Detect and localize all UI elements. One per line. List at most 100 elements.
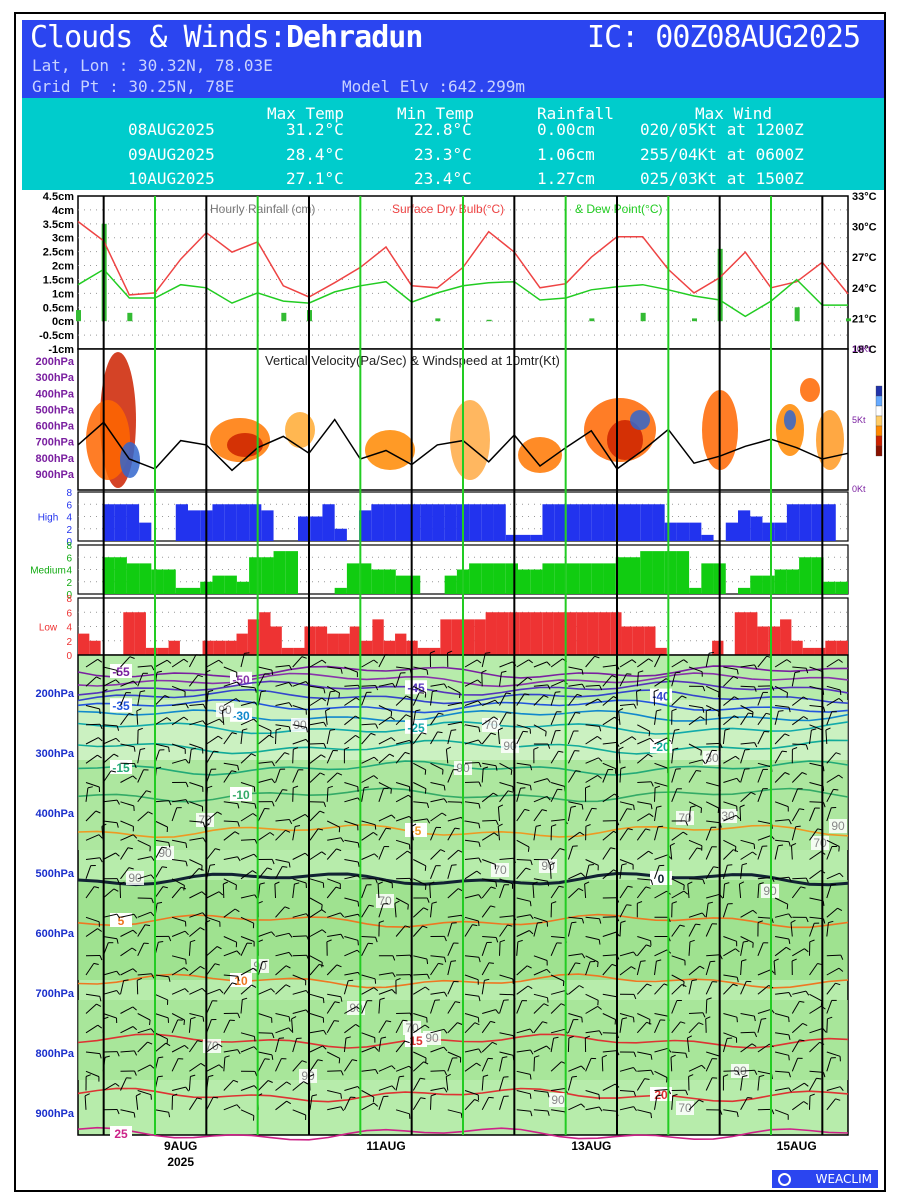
wind-barb-flag	[114, 1083, 120, 1087]
wind-barb-flag	[213, 1096, 219, 1099]
wind-barb-flag	[288, 819, 293, 825]
wind-barb	[516, 788, 521, 802]
cloud-bar	[213, 640, 226, 655]
wind-barb-flag	[197, 674, 203, 678]
wind-barb-flag	[113, 753, 119, 757]
wind-barb-flag	[168, 976, 171, 982]
wind-barb-flag	[698, 1099, 704, 1103]
wind-barb	[774, 897, 788, 905]
pressure-tick: 300hPa	[35, 748, 74, 760]
wind-barb-flag	[285, 984, 291, 988]
cloud-bar	[738, 510, 751, 541]
wind-barb	[412, 1097, 422, 1111]
cloud-bar	[836, 640, 848, 655]
wind-barb	[567, 922, 572, 937]
wind-barb-flag	[321, 962, 323, 968]
humidity-label-bg	[376, 894, 394, 908]
wind-barb-flag	[260, 690, 267, 693]
wind-barb-flag	[385, 827, 391, 830]
wind-barb	[533, 684, 548, 687]
wind-barb	[809, 762, 824, 767]
wind-barb	[85, 754, 98, 764]
wind-barb-flag	[157, 901, 163, 904]
wind-barb	[206, 811, 218, 822]
wind-barb	[309, 993, 324, 999]
wind-barb-flag	[132, 929, 138, 934]
wind-barb	[395, 925, 406, 937]
wind-barb	[619, 703, 635, 706]
wind-barb-flag	[116, 970, 121, 976]
wind-barb-flag	[581, 918, 585, 924]
wind-barb	[412, 925, 423, 937]
wind-barb-flag	[599, 685, 603, 691]
pressure-tick: 600hPa	[35, 421, 74, 433]
wind-barb-flag	[645, 886, 651, 889]
cloud-bar	[762, 522, 775, 541]
wind-barb	[688, 923, 696, 937]
wind-barb-flag	[546, 778, 551, 783]
wind-barb	[188, 1040, 198, 1053]
wind-barb	[137, 1028, 152, 1034]
wind-barb-flag	[321, 904, 323, 910]
wind-barb	[809, 685, 824, 691]
wind-barb	[344, 782, 358, 788]
wind-barb-flag	[110, 770, 117, 773]
wind-barb-flag	[317, 1059, 323, 1062]
wind-barb-flag	[183, 1019, 185, 1026]
colorbar-cell	[875, 405, 883, 417]
wind-barb	[481, 1041, 493, 1053]
wind-barb	[550, 974, 565, 982]
wind-barb-flag	[644, 1078, 650, 1080]
wind-barb-flag	[633, 1051, 637, 1057]
wind-barb-flag	[529, 1093, 532, 1099]
wind-barb	[740, 909, 754, 918]
wind-barb	[619, 1067, 634, 1072]
wind-barb	[619, 859, 634, 865]
wind-barb	[137, 973, 152, 976]
wind-barb-flag	[773, 958, 779, 962]
wind-barb	[619, 864, 623, 879]
wind-barb	[378, 654, 386, 668]
wind-barb	[688, 743, 702, 751]
wind-barb-flag	[700, 716, 705, 720]
wind-barb	[654, 983, 665, 995]
wind-barb-flag	[282, 789, 288, 791]
wind-barb-flag	[231, 770, 237, 773]
wind-barb-flag	[575, 712, 581, 714]
wind-barb-flag	[633, 1017, 635, 1023]
wind-barb	[740, 839, 755, 845]
wind-barb-flag	[329, 729, 336, 731]
wind-barb-flag	[620, 766, 626, 769]
contour-label-text: -55	[112, 665, 130, 679]
cloud-bar	[505, 534, 518, 541]
wind-barb	[516, 693, 525, 706]
wind-barb	[206, 1064, 220, 1072]
wind-barb	[344, 735, 356, 745]
wind-barb	[275, 965, 287, 976]
wind-barb	[275, 702, 290, 706]
wind-barb-flag	[116, 913, 121, 919]
wind-barb-flag	[839, 872, 844, 878]
wind-barb-flag	[507, 790, 514, 793]
wind-barb-flag	[321, 909, 327, 914]
wind-barb-flag	[795, 825, 801, 828]
wind-barb-flag	[330, 690, 336, 693]
wind-barb-flag	[321, 659, 327, 664]
wind-barb	[189, 801, 203, 807]
contour-label: -15	[110, 760, 132, 775]
wind-barb	[430, 1046, 444, 1053]
cloud-bar	[304, 626, 316, 655]
wind-barb	[654, 807, 658, 822]
wind-barb	[551, 936, 566, 939]
wind-barb-flag	[478, 762, 482, 768]
wind-barb-flag	[257, 939, 263, 943]
wind-barb-flag	[336, 964, 342, 968]
wind-barb	[154, 993, 168, 1001]
humidity-label-text: 90	[128, 871, 142, 885]
wind-barb	[499, 790, 509, 803]
wind-barb	[206, 718, 220, 726]
wind-barb	[585, 724, 600, 727]
cloud-bar	[383, 640, 396, 655]
wind-barb-flag	[495, 1009, 500, 1014]
wind-barb-flag	[293, 785, 299, 789]
